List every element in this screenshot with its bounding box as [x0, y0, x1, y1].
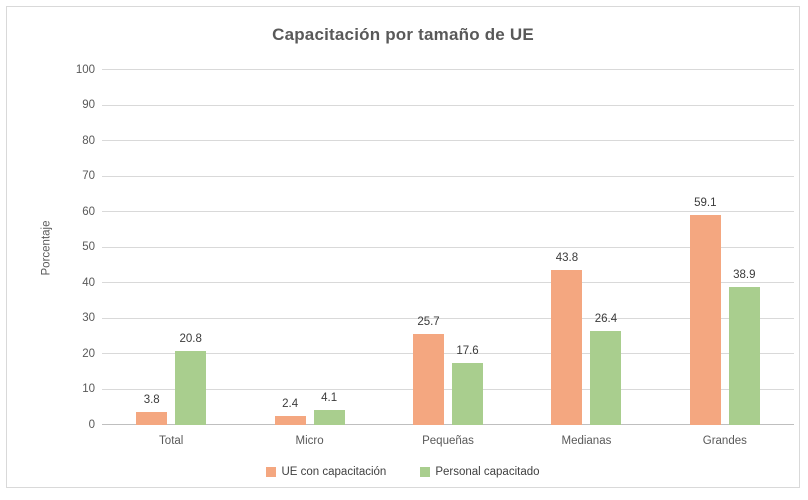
bar: 3.8 [136, 394, 168, 425]
y-tick-label: 30 [82, 311, 95, 324]
y-tick-label: 50 [82, 240, 95, 253]
y-tick-label: 40 [82, 276, 95, 289]
gridline [102, 69, 794, 70]
x-axis-label: Medianas [561, 435, 612, 447]
bar-value-label: 25.7 [417, 315, 440, 328]
bar: 4.1 [313, 393, 345, 425]
y-tick-label: 90 [82, 98, 95, 111]
bar-group: 3.8 20.8 [102, 70, 240, 425]
legend-item: Personal capacitado [420, 466, 540, 478]
bar-group: 25.7 17.6 [379, 70, 517, 425]
legend-swatch [266, 467, 277, 477]
bar-value-label: 43.8 [555, 251, 579, 264]
y-tick-label: 100 [75, 63, 95, 76]
y-tick-label: 70 [82, 169, 95, 182]
bar-value-label: 17.6 [456, 344, 479, 357]
legend-item: UE con capacitación [266, 466, 386, 478]
bar: 38.9 [728, 269, 760, 425]
bar-value-label: 2.4 [282, 398, 299, 411]
bar-value-label: 38.9 [733, 268, 756, 281]
x-axis-line [102, 424, 794, 425]
y-axis-tick-labels: 0 10 20 30 40 50 60 70 80 90 100 [47, 64, 95, 430]
plot-area: 3.8 20.8 2.4 4.1 25.7 17.6 43.8 26.4 59.1 38.9 [102, 69, 794, 425]
legend-swatch [420, 467, 431, 477]
bar: 25.7 [413, 316, 445, 425]
bar-group: 59.1 38.9 [656, 70, 794, 425]
bar-value-label: 26.4 [594, 313, 618, 326]
chart-title: Capacitación por tamaño de UE [272, 25, 534, 44]
bar-value-label: 20.8 [179, 333, 202, 346]
y-tick-label: 0 [88, 418, 95, 431]
gridline [102, 211, 794, 212]
gridline [102, 317, 794, 319]
bar: 26.4 [590, 314, 622, 425]
bar: 20.8 [175, 334, 207, 425]
bar-value-label: 3.8 [143, 393, 160, 406]
y-tick-label: 60 [82, 205, 95, 218]
legend: UE con capacitación Personal capacitado [7, 466, 799, 478]
gridline [102, 104, 794, 106]
gridline [102, 353, 794, 354]
bar: 59.1 [689, 198, 721, 425]
x-axis-label: Pequeñas [422, 435, 474, 447]
gridline [102, 282, 794, 283]
bar-value-label: 4.1 [321, 392, 338, 405]
chart-frame: Capacitación por tamaño de UE Porcentaje… [6, 6, 800, 488]
x-axis-labels: Total Micro Pequeñas Medianas Grandes [102, 435, 794, 447]
y-tick-label: 10 [82, 382, 95, 395]
y-tick-label: 80 [82, 134, 95, 147]
gridline [102, 175, 794, 177]
x-axis-label: Micro [295, 435, 324, 447]
x-axis-label: Total [159, 435, 184, 447]
bar: 2.4 [274, 399, 306, 425]
gridline [102, 388, 794, 390]
bar-group: 2.4 4.1 [240, 70, 378, 425]
bar: 43.8 [551, 252, 583, 425]
bar: 17.6 [452, 345, 484, 425]
bar-group: 43.8 26.4 [517, 70, 655, 425]
bar-groups: 3.8 20.8 2.4 4.1 25.7 17.6 43.8 26.4 59.1 38.9 [102, 70, 794, 425]
legend-label: Personal capacitado [435, 466, 540, 478]
bar-value-label: 59.1 [694, 197, 717, 210]
gridline [102, 140, 794, 141]
x-axis-label: Grandes [702, 435, 747, 447]
gridline [102, 246, 794, 248]
legend-label: UE con capacitación [281, 466, 387, 478]
y-tick-label: 20 [82, 347, 95, 360]
